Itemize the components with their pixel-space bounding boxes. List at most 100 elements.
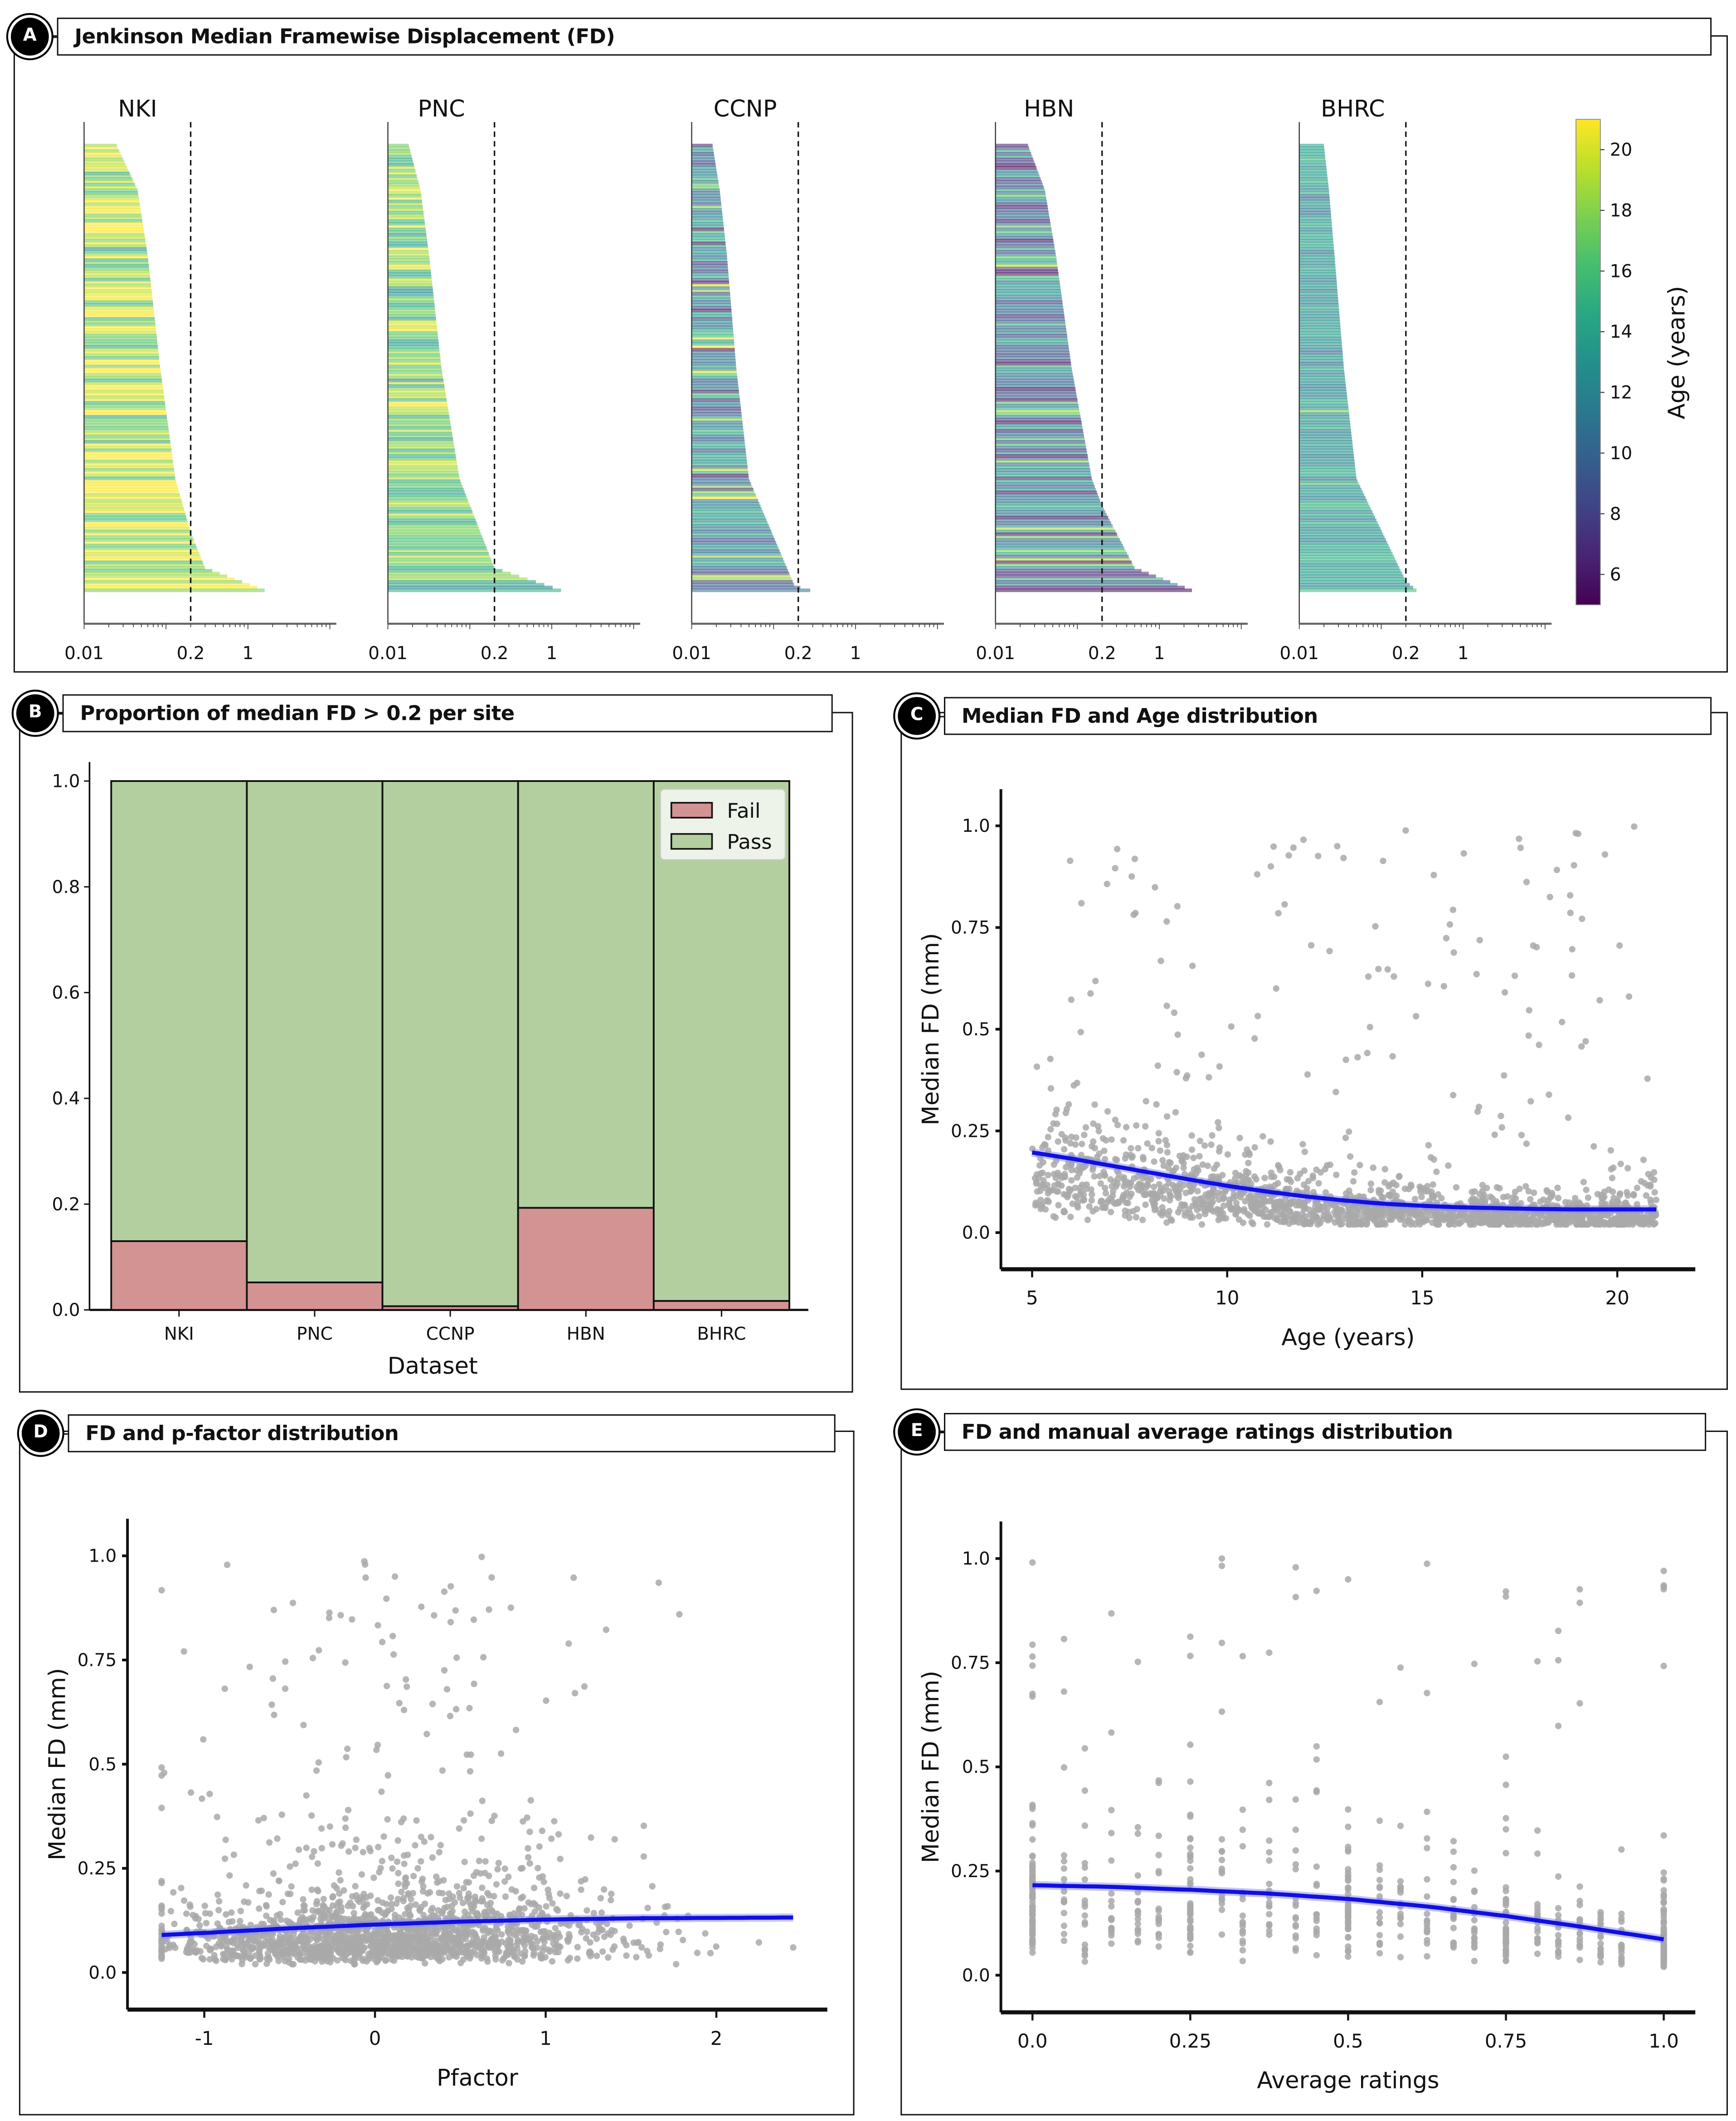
x-tick-label: PNC [297,1324,333,1344]
subject-bar [1299,485,1361,489]
subject-bar [995,524,1113,528]
subject-bar [84,417,167,422]
scatter-point [488,1574,495,1581]
subject-bar [995,488,1096,492]
subject-bar [691,507,762,511]
subject-bar [1299,230,1333,234]
scatter-point [1174,903,1181,910]
subject-bar [84,183,135,187]
subject-bar [691,325,733,330]
scatter-point [1182,1075,1190,1082]
subject-bar [1299,194,1330,198]
scatter-point [1244,1146,1250,1153]
subject-bar [1299,281,1337,285]
scatter-point [1090,1120,1097,1127]
subject-bar [1299,219,1332,223]
scatter-point [1084,1216,1091,1223]
subject-bar [84,180,134,184]
subject-bar [995,527,1114,531]
scatter-point [222,1836,229,1843]
subject-bar [84,574,228,578]
subject-bar [995,180,1042,184]
subject-bar [388,146,410,150]
scatter-point [1219,1190,1225,1198]
subject-bar [84,286,151,290]
subject-bar [1299,421,1350,424]
scatter-point [564,1936,571,1943]
scatter-point [355,1934,362,1941]
y-tick-label: 0.25 [951,1121,990,1141]
subject-bar [84,379,162,383]
scatter-point [1040,1177,1047,1184]
scatter-point [663,1929,670,1936]
subject-bar [84,174,131,178]
scatter-point [494,1866,501,1873]
scatter-point [635,1939,642,1946]
scatter-point [1171,1009,1178,1016]
scatter-point [1274,1216,1281,1223]
subject-bar [691,393,739,397]
scatter-point [543,1903,549,1910]
subject-bar [84,586,258,590]
scatter-point [1029,1559,1036,1566]
subject-bar [1299,174,1328,178]
subject-bar [84,255,148,259]
scatter-point [1433,1168,1440,1175]
scatter-point [1134,1824,1141,1831]
scatter-point [442,1943,449,1950]
scatter-point [400,1894,407,1902]
scatter-point [199,1795,205,1802]
scatter-point [178,1884,185,1892]
x-tick-label: 0.2 [784,643,812,664]
scatter-point [598,1926,605,1933]
scatter-point [441,1905,448,1912]
colorbar-tick-label: 10 [1610,443,1632,464]
scatter-point [675,1928,682,1935]
scatter-point [549,1900,556,1907]
scatter-point [608,1897,614,1903]
scatter-point [391,1573,399,1580]
scatter-point [326,1609,333,1616]
subject-bar [84,460,173,464]
subject-bar [84,191,138,195]
scatter-point [565,1931,573,1938]
subject-bar [388,230,426,234]
subject-bar [1299,493,1365,497]
subject-bar [388,242,428,245]
scatter-point [292,1860,299,1867]
scatter-point [1205,1192,1212,1199]
scatter-point [1435,1221,1442,1228]
subject-bar [388,569,503,573]
scatter-point [1092,977,1099,985]
scatter-point [605,1954,612,1961]
scatter-point [1172,1109,1179,1116]
scatter-point [588,1834,594,1841]
subject-bar [691,202,721,206]
scatter-point [215,1907,222,1914]
scatter-point [1188,1146,1196,1153]
subject-bar [388,541,485,545]
y-tick-label: 0.0 [52,1300,80,1320]
subject-bar [1299,144,1324,148]
subject-bar [995,505,1103,509]
scatter-point [420,1912,427,1918]
scatter-point [1108,1830,1115,1836]
scatter-point [381,1911,388,1917]
scatter-point [1290,844,1297,851]
subject-bar [995,342,1069,346]
subject-bar [388,219,425,223]
panel-b-connector [46,713,63,715]
subject-bar [1299,208,1331,212]
scatter-point [464,1926,472,1933]
subject-bar [691,314,732,318]
subject-bar [84,214,142,218]
subject-bar [84,166,127,170]
subject-bar [995,174,1040,178]
scatter-point [1164,1149,1171,1156]
y-tick-label: 0.5 [962,1019,990,1040]
scatter-point [590,1910,597,1917]
scatter-point [1498,1112,1504,1120]
subject-bar [388,292,433,296]
scatter-point [599,1948,606,1955]
scatter-point [1425,980,1432,987]
